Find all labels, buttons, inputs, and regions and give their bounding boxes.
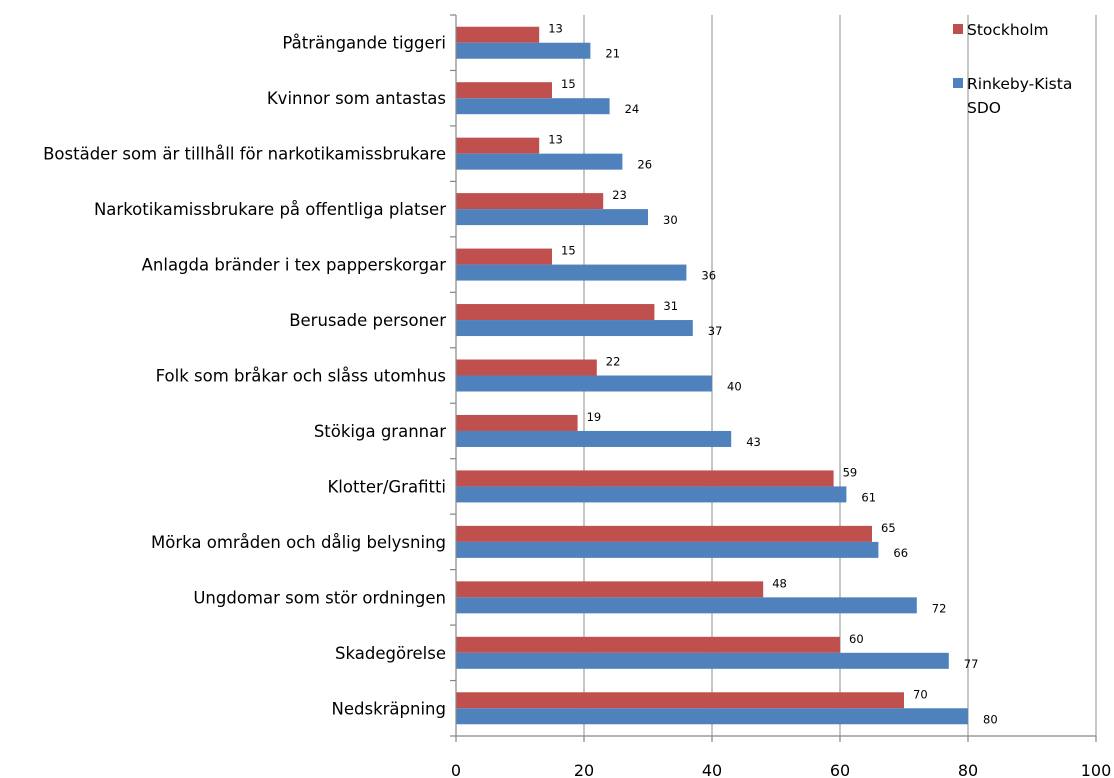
bar-rinkeby-kista [456,375,712,392]
data-label-stockholm: 65 [881,521,896,535]
legend-swatch-rinkeby-kista [953,78,963,88]
bar-stockholm [456,525,872,542]
category-label: Bostäder som är tillhåll för narkotikami… [43,145,446,164]
bar-stockholm [456,82,552,99]
bar-rinkeby-kista [456,597,917,614]
data-label-stockholm: 23 [612,188,627,202]
data-label-stockholm: 22 [606,355,621,369]
legend-swatch-stockholm [953,24,963,34]
x-tick-label-80: 80 [958,761,978,778]
bar-rinkeby-kista [456,486,847,503]
bar-stockholm [456,26,540,43]
bar-stockholm [456,137,540,154]
bar-rinkeby-kista [456,264,687,281]
bar-rinkeby-kista [456,98,610,115]
data-label-rinkeby-kista: 77 [964,657,979,671]
category-label: Narkotikamissbrukare på offentliga plats… [94,200,446,219]
data-label-stockholm: 19 [587,410,602,424]
bar-rinkeby-kista [456,430,732,447]
x-tick-label-0: 0 [451,761,461,778]
data-label-stockholm: 70 [913,687,928,701]
data-label-stockholm: 13 [548,22,563,36]
category-label: Mörka områden och dålig belysning [151,533,446,552]
category-label: Klotter/Grafitti [327,477,446,496]
category-label: Folk som bråkar och slåss utomhus [156,367,446,386]
bar-rinkeby-kista [456,153,623,170]
data-label-stockholm: 15 [561,77,576,91]
category-label: Skadegörelse [335,644,446,663]
data-label-rinkeby-kista: 30 [663,213,678,227]
data-label-rinkeby-kista: 61 [861,490,876,504]
bars [456,26,968,725]
bar-rinkeby-kista [456,209,648,226]
bar-rinkeby-kista [456,652,949,669]
bar-rinkeby-kista [456,42,591,59]
x-tick-label-20: 20 [574,761,594,778]
bar-stockholm [456,692,904,709]
category-label: Ungdomar som stör ordningen [193,588,446,607]
category-label: Nedskräpning [332,699,446,718]
category-label: Stökiga grannar [314,422,446,441]
bar-rinkeby-kista [456,320,693,337]
data-label-rinkeby-kista: 40 [727,380,742,394]
data-label-rinkeby-kista: 21 [605,47,620,61]
bar-stockholm [456,470,834,487]
bar-stockholm [456,248,552,265]
gridlines [583,15,1097,736]
data-label-rinkeby-kista: 43 [746,435,761,449]
bar-rinkeby-kista [456,708,968,725]
legend-label-stockholm: Stockholm [967,21,1049,39]
legend-label-rinkeby-kista: Rinkeby-Kista SDO [967,75,1072,117]
data-label-rinkeby-kista: 37 [708,324,723,338]
data-label-rinkeby-kista: 66 [893,546,908,560]
data-label-rinkeby-kista: 26 [637,158,652,172]
data-label-stockholm: 13 [548,133,563,147]
data-label-rinkeby-kista: 24 [625,102,640,116]
x-tick-label-40: 40 [702,761,722,778]
data-label-rinkeby-kista: 80 [983,712,998,726]
bar-stockholm [456,581,764,598]
data-label-stockholm: 60 [849,632,864,646]
data-label-rinkeby-kista: 36 [701,269,716,283]
bar-stockholm [456,359,597,376]
axes [450,14,1097,742]
data-label-stockholm: 31 [663,299,678,313]
x-tick-label-100: 100 [1081,761,1112,778]
data-label-stockholm: 15 [561,244,576,258]
data-label-rinkeby-kista: 72 [932,601,947,615]
bar-rinkeby-kista [456,541,879,558]
bar-stockholm [456,304,655,321]
bar-stockholm [456,636,840,653]
x-tick-label-60: 60 [830,761,850,778]
bar-stockholm [456,414,578,431]
data-label-stockholm: 59 [843,465,858,479]
category-label: Kvinnor som antastas [267,89,446,108]
legend: Stockholm Rinkeby-Kista SDO [953,21,1072,117]
category-labels: Påträngande tiggeri Kvinnor som antastas B… [43,34,446,719]
category-label: Påträngande tiggeri [282,34,446,53]
category-label: Anlagda bränder i tex papperskorgar [142,256,447,275]
bar-stockholm [456,193,604,210]
x-tick-labels: 0 20 40 60 80 100 [451,761,1111,778]
category-label: Berusade personer [289,311,446,330]
data-label-stockholm: 48 [772,576,787,590]
